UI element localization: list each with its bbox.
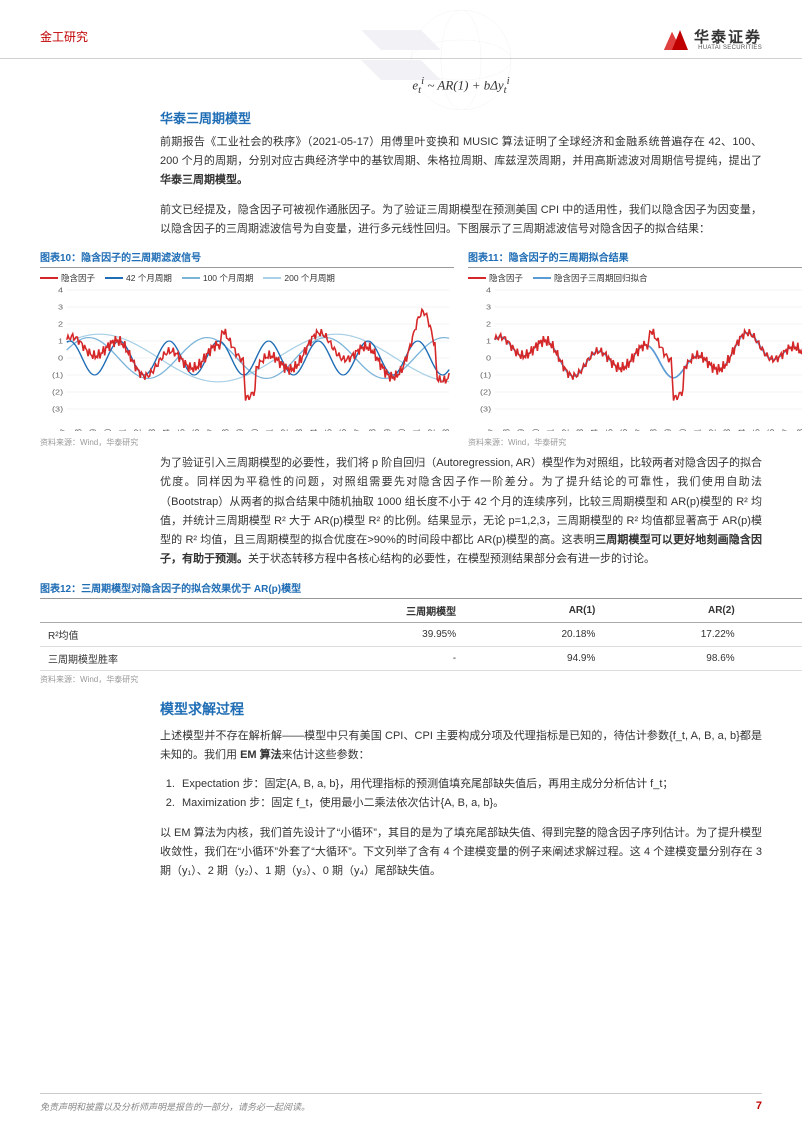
svg-text:2010: 2010 xyxy=(677,429,688,431)
svg-text:2016: 2016 xyxy=(765,429,776,431)
charts-row-10-11: 图表10：隐含因子的三周期滤波信号 隐含因子 42 个月周期 100 个月周期 … xyxy=(40,249,802,448)
section3-p2: 以 EM 算法为内核，我们首先设计了“小循环”，其目的是为了填充尾部缺失值、得到… xyxy=(160,824,762,882)
footer-disclaimer: 免责声明和披露以及分析师声明是报告的一部分，请务必一起阅读。 xyxy=(40,1100,310,1113)
section1-p1: 前期报告《工业社会的秩序》（2021-05-17）用傅里叶变换和 MUSIC 算… xyxy=(160,133,762,191)
svg-text:0: 0 xyxy=(58,353,63,362)
section2-p1: 为了验证引入三周期模型的必要性，我们将 p 阶自回归（Autoregressio… xyxy=(160,454,762,570)
svg-text:1998: 1998 xyxy=(501,429,512,431)
svg-text:2018: 2018 xyxy=(367,429,378,431)
chart11-source: 资料来源：Wind，华泰研究 xyxy=(468,437,802,448)
svg-text:2013: 2013 xyxy=(293,429,304,431)
svg-text:1997: 1997 xyxy=(58,429,69,431)
svg-text:2015: 2015 xyxy=(323,429,334,431)
svg-text:0: 0 xyxy=(486,353,491,362)
chart10-source: 资料来源：Wind，华泰研究 xyxy=(40,437,454,448)
svg-text:2000: 2000 xyxy=(530,429,541,431)
chart10-legend: 隐含因子 42 个月周期 100 个月周期 200 个月周期 xyxy=(40,272,454,284)
svg-text:1997: 1997 xyxy=(486,429,497,431)
svg-text:2005: 2005 xyxy=(176,429,187,431)
svg-text:2003: 2003 xyxy=(146,429,157,431)
page-footer: 免责声明和披露以及分析师声明是报告的一部分，请务必一起阅读。 7 xyxy=(40,1093,762,1113)
svg-text:2001: 2001 xyxy=(545,429,556,431)
svg-text:2023: 2023 xyxy=(440,429,451,431)
svg-text:2012: 2012 xyxy=(279,429,290,431)
chart11-svg: (3)(2)(1)0123419971998199920002001200220… xyxy=(468,286,802,431)
svg-text:2020: 2020 xyxy=(396,429,407,431)
svg-text:2016: 2016 xyxy=(337,429,348,431)
svg-text:2013: 2013 xyxy=(721,429,732,431)
svg-text:2010: 2010 xyxy=(249,429,260,431)
chart11-caption: 图表11：隐含因子的三周期拟合结果 xyxy=(468,249,802,268)
svg-text:2004: 2004 xyxy=(161,429,172,431)
svg-text:2: 2 xyxy=(486,319,491,328)
svg-text:(2): (2) xyxy=(480,387,491,396)
svg-text:2022: 2022 xyxy=(426,429,437,431)
doc-category: 金工研究 xyxy=(40,28,88,45)
svg-text:(2): (2) xyxy=(52,387,63,396)
chart10-caption: 图表10：隐含因子的三周期滤波信号 xyxy=(40,249,454,268)
svg-text:4: 4 xyxy=(58,286,63,294)
chart11-legend: 隐含因子 隐含因子三周期回归拟合 xyxy=(468,272,802,284)
section1-p2: 前文已经提及，隐含因子可被视作通胀因子。为了验证三周期模型在预测美国 CPI 中… xyxy=(160,201,762,240)
table-12: 三周期模型AR(1)AR(2)AR(3) R²均值39.95%20.18%17.… xyxy=(40,599,802,671)
svg-text:2018: 2018 xyxy=(795,429,802,431)
svg-text:2017: 2017 xyxy=(780,429,791,431)
svg-text:(3): (3) xyxy=(52,404,63,413)
svg-text:(1): (1) xyxy=(480,370,491,379)
svg-text:2015: 2015 xyxy=(751,429,762,431)
svg-text:2002: 2002 xyxy=(560,429,571,431)
svg-text:2006: 2006 xyxy=(190,429,201,431)
chart-10: 图表10：隐含因子的三周期滤波信号 隐含因子 42 个月周期 100 个月周期 … xyxy=(40,249,454,448)
svg-text:2003: 2003 xyxy=(574,429,585,431)
svg-text:2017: 2017 xyxy=(352,429,363,431)
svg-text:1: 1 xyxy=(486,336,491,345)
svg-text:2005: 2005 xyxy=(604,429,615,431)
svg-text:2012: 2012 xyxy=(707,429,718,431)
svg-text:3: 3 xyxy=(58,302,63,311)
company-logo-block: 华泰证券 HUATAI SECURITIES xyxy=(662,28,762,52)
page-number: 7 xyxy=(756,1100,762,1113)
svg-text:2007: 2007 xyxy=(205,429,216,431)
svg-text:(1): (1) xyxy=(52,370,63,379)
section-title-model: 华泰三周期模型 xyxy=(160,108,762,127)
svg-text:3: 3 xyxy=(486,302,491,311)
svg-text:2008: 2008 xyxy=(648,429,659,431)
em-step-2: Maximization 步：固定 f_t，使用最小二乘法依次估计{A, B, … xyxy=(178,794,762,813)
logo-text-cn: 华泰证券 xyxy=(694,30,762,45)
chart-11: 图表11：隐含因子的三周期拟合结果 隐含因子 隐含因子三周期回归拟合 (3) (2… xyxy=(468,249,802,448)
svg-text:1: 1 xyxy=(58,336,63,345)
svg-text:1999: 1999 xyxy=(87,429,98,431)
chart10-svg: (3)(2)(1)0123419971998199920002001200220… xyxy=(40,286,454,431)
watermark-globe xyxy=(281,10,521,110)
svg-text:2021: 2021 xyxy=(411,429,422,431)
svg-text:2001: 2001 xyxy=(117,429,128,431)
svg-text:2004: 2004 xyxy=(589,429,600,431)
svg-text:2009: 2009 xyxy=(663,429,674,431)
section3-p1: 上述模型并不存在解析解——模型中只有美国 CPI、CPI 主要构成分项及代理指标… xyxy=(160,727,762,766)
svg-text:2009: 2009 xyxy=(235,429,246,431)
svg-text:2011: 2011 xyxy=(264,429,275,431)
svg-text:2014: 2014 xyxy=(736,429,747,431)
table-12-block: 图表12：三周期模型对隐含因子的拟合效果优于 AR(p)模型 三周期模型AR(1… xyxy=(40,580,802,685)
svg-text:(3): (3) xyxy=(480,404,491,413)
section-title-solving: 模型求解过程 xyxy=(160,699,762,719)
logo-text-en: HUATAI SECURITIES xyxy=(694,45,762,51)
svg-text:2000: 2000 xyxy=(102,429,113,431)
svg-text:4: 4 xyxy=(486,286,491,294)
svg-text:2019: 2019 xyxy=(382,429,393,431)
svg-text:2008: 2008 xyxy=(220,429,231,431)
svg-text:2011: 2011 xyxy=(692,429,703,431)
svg-text:2007: 2007 xyxy=(633,429,644,431)
svg-text:2006: 2006 xyxy=(618,429,629,431)
svg-text:2: 2 xyxy=(58,319,63,328)
svg-text:2002: 2002 xyxy=(132,429,143,431)
svg-text:2014: 2014 xyxy=(308,429,319,431)
table12-caption: 图表12：三周期模型对隐含因子的拟合效果优于 AR(p)模型 xyxy=(40,580,802,599)
huatai-logo-icon xyxy=(662,28,690,52)
svg-text:1999: 1999 xyxy=(515,429,526,431)
em-steps-list: Expectation 步：固定{A, B, a, b}，用代理指标的预测值填充… xyxy=(160,775,762,814)
svg-text:1998: 1998 xyxy=(73,429,84,431)
table12-source: 资料来源：Wind，华泰研究 xyxy=(40,674,802,685)
em-step-1: Expectation 步：固定{A, B, a, b}，用代理指标的预测值填充… xyxy=(178,775,762,794)
